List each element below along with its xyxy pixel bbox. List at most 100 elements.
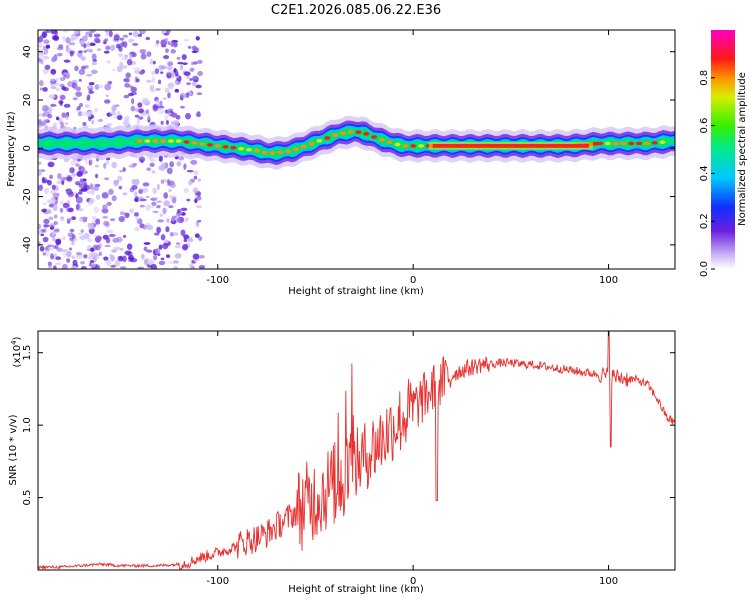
noise-blob: [191, 50, 198, 53]
noise-blob: [156, 204, 161, 209]
y-tick-label: -40: [22, 237, 33, 253]
noise-blob: [52, 192, 60, 198]
noise-blob: [65, 37, 71, 44]
noise-blob: [155, 99, 161, 106]
noise-blob: [175, 242, 181, 245]
noise-blob: [105, 45, 111, 51]
noise-blob: [46, 199, 54, 204]
noise-blob: [87, 112, 92, 118]
snr-ylabel: SNR (10 * v/v): [8, 414, 19, 485]
noise-blob: [86, 85, 94, 90]
noise-blob: [196, 92, 203, 96]
noise-blob: [176, 161, 182, 167]
noise-blob: [84, 159, 88, 165]
noise-blob: [158, 155, 163, 162]
noise-blob: [90, 69, 98, 75]
noise-blob: [44, 249, 50, 257]
colorbar-ticks: 0.0 0.2 0.4 0.6 0.8: [699, 70, 715, 277]
noise-blob: [98, 251, 103, 256]
noise-blob: [145, 204, 151, 211]
noise-blob: [78, 50, 83, 53]
noise-blob: [185, 92, 190, 98]
noise-blob: [91, 188, 95, 195]
colorbar-tick-label: 0.4: [699, 165, 710, 181]
noise-blob: [86, 190, 92, 194]
noise-blob: [157, 105, 165, 109]
noise-blob: [197, 178, 202, 182]
ridge-peak: [175, 139, 182, 143]
noise-blob: [117, 110, 121, 116]
ridge-peak: [214, 144, 221, 148]
noise-blob: [65, 113, 69, 120]
noise-blob: [158, 244, 163, 250]
noise-blob: [43, 187, 50, 195]
noise-blob: [123, 234, 127, 238]
noise-blob: [175, 217, 182, 223]
noise-blob: [44, 64, 51, 70]
noise-blob: [168, 261, 174, 264]
noise-blob: [197, 70, 203, 77]
noise-blob: [129, 208, 135, 214]
ridge-peak: [191, 141, 198, 145]
noise-blob: [188, 180, 193, 186]
noise-blob: [119, 266, 127, 269]
noise-blob: [152, 187, 157, 195]
noise-blob: [48, 216, 54, 221]
spectrogram-ylabel: Frequency (Hz): [6, 111, 17, 187]
noise-blob: [55, 262, 62, 266]
noise-blob: [133, 212, 139, 217]
noise-blob: [131, 52, 137, 58]
noise-blob: [43, 119, 48, 123]
ridge-peak: [222, 145, 229, 149]
noise-blob: [168, 72, 175, 78]
noise-blob: [114, 260, 121, 267]
ridge-peak: [167, 139, 174, 143]
noise-blob: [53, 214, 58, 219]
noise-blob: [123, 94, 130, 99]
noise-blob: [139, 198, 147, 202]
noise-blob: [131, 178, 137, 185]
noise-blob: [104, 177, 109, 181]
ridge-peak: [136, 139, 143, 143]
noise-blob: [60, 200, 64, 206]
noise-blob: [130, 86, 137, 93]
noise-blob: [71, 255, 75, 260]
noise-blob: [197, 191, 201, 197]
noise-blob: [193, 169, 199, 176]
noise-blob: [143, 246, 148, 252]
noise-blob: [69, 50, 74, 57]
noise-blob: [104, 99, 111, 104]
noise-blob: [75, 180, 81, 186]
noise-blob: [156, 200, 163, 204]
noise-blob: [147, 113, 151, 121]
noise-blob: [97, 118, 104, 122]
noise-blob: [146, 225, 154, 230]
noise-blob: [104, 30, 110, 33]
noise-blob: [68, 42, 76, 46]
noise-blob: [168, 188, 172, 192]
noise-blob: [112, 237, 120, 243]
spectrogram-xlabel: Height of straight line (km): [288, 286, 424, 297]
noise-blob: [59, 94, 66, 100]
noise-blob: [133, 67, 141, 70]
noise-blob: [62, 202, 70, 208]
noise-blob: [79, 216, 84, 222]
colorbar-tick-label: 0.8: [699, 70, 710, 86]
noise-blob: [151, 201, 157, 206]
noise-blob: [83, 232, 90, 240]
noise-blob: [67, 191, 74, 198]
noise-blob: [145, 109, 150, 114]
noise-blob: [64, 122, 69, 125]
noise-blob: [83, 50, 87, 53]
noise-blob: [154, 248, 161, 255]
noise-blob: [163, 55, 170, 60]
noise-blob: [55, 78, 59, 82]
noise-blob: [68, 38, 76, 42]
noise-blob: [123, 54, 129, 59]
noise-blob: [45, 30, 50, 34]
noise-blob: [77, 232, 84, 235]
noise-blob: [58, 44, 64, 49]
noise-blob: [172, 260, 180, 264]
noise-blob: [119, 61, 124, 68]
noise-blob: [89, 183, 94, 190]
